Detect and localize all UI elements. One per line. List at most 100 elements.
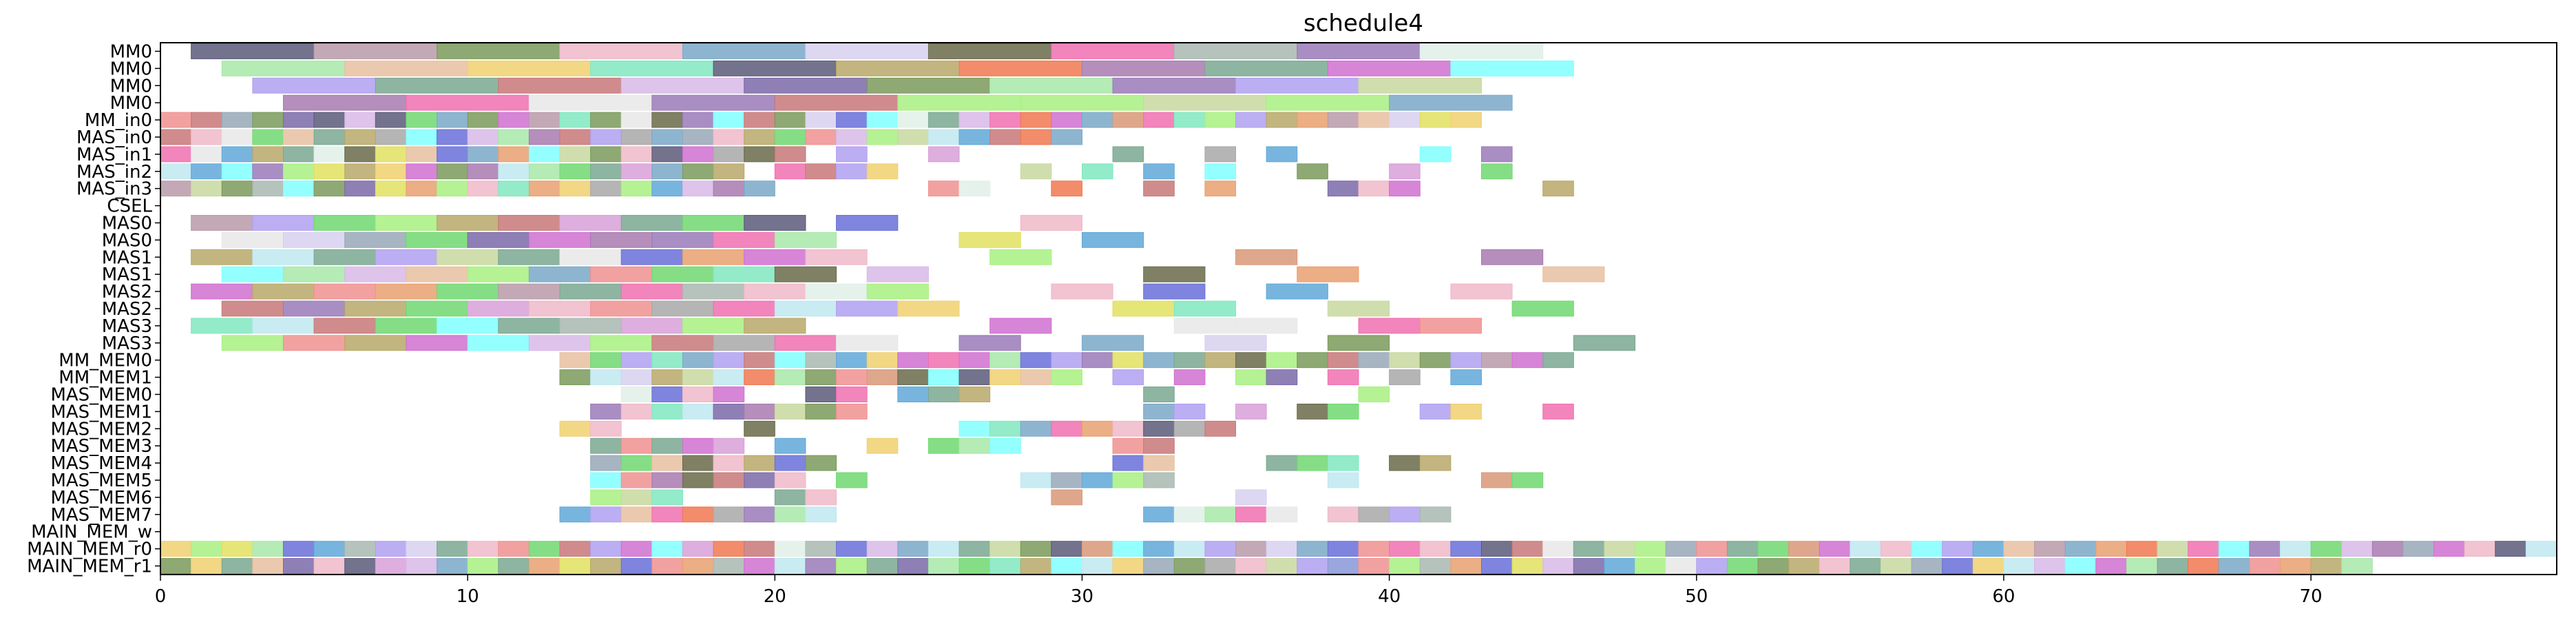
- task-bar: [2218, 541, 2250, 557]
- task-bar: [682, 541, 714, 557]
- task-bar: [191, 541, 222, 557]
- task-bar: [2064, 541, 2097, 557]
- task-bar: [2034, 558, 2066, 575]
- task-bar: [498, 318, 561, 334]
- task-bar: [682, 249, 745, 265]
- task-bar: [1051, 558, 1082, 575]
- task-bar: [1020, 541, 1052, 557]
- task-bar: [651, 506, 683, 523]
- task-bar: [160, 146, 192, 163]
- task-bar: [528, 231, 591, 248]
- task-bar: [1327, 335, 1390, 351]
- task-bar: [1297, 558, 1328, 575]
- task-bar: [2341, 541, 2373, 557]
- task-bar: [713, 506, 745, 523]
- row-label: MAS0: [102, 230, 152, 251]
- row-label: MAS_in0: [76, 127, 152, 148]
- task-bar: [774, 506, 806, 523]
- task-bar: [437, 112, 468, 128]
- task-bar: [682, 215, 745, 231]
- task-bar: [1972, 558, 2004, 575]
- task-bar: [1788, 558, 1820, 575]
- task-bar: [713, 437, 745, 454]
- task-bar: [836, 352, 868, 369]
- task-bar: [590, 180, 622, 197]
- task-bar: [1327, 352, 1359, 369]
- task-bar: [928, 180, 960, 197]
- task-bar: [774, 94, 899, 111]
- task-bar: [744, 369, 775, 386]
- task-bar: [375, 146, 407, 163]
- task-bar: [559, 146, 591, 163]
- row-label: MAIN_MEM_r0: [27, 539, 152, 560]
- task-bar: [2126, 541, 2158, 557]
- task-bar: [1266, 369, 1298, 386]
- task-bar: [713, 129, 745, 145]
- task-bar: [620, 506, 653, 523]
- task-bar: [1081, 352, 1113, 369]
- task-bar: [2249, 558, 2281, 575]
- task-bar: [221, 541, 253, 557]
- task-bar: [1020, 129, 1052, 145]
- task-bar: [559, 369, 591, 386]
- task-bar: [1726, 558, 1759, 575]
- task-bar: [344, 300, 407, 317]
- task-bar: [1112, 558, 1144, 575]
- task-bar: [928, 437, 960, 454]
- task-bar: [1788, 541, 1820, 557]
- task-bar: [375, 558, 407, 575]
- task-bar: [1665, 541, 1697, 557]
- chart-title: schedule4: [1303, 10, 1423, 37]
- task-bar: [836, 146, 868, 163]
- task-bar: [1573, 558, 1605, 575]
- task-bar: [1235, 541, 1267, 557]
- task-bar: [1051, 180, 1082, 197]
- task-bar: [1204, 352, 1237, 369]
- task-bar: [774, 541, 806, 557]
- task-bar: [559, 249, 622, 265]
- task-bar: [528, 335, 591, 351]
- task-bar: [1419, 112, 1452, 128]
- x-tick-label: 50: [1685, 586, 1708, 607]
- task-bar: [1573, 335, 1636, 351]
- task-bar: [559, 112, 591, 128]
- task-bar: [1112, 541, 1144, 557]
- task-bar: [313, 283, 376, 300]
- task-bar: [1358, 541, 1390, 557]
- task-bar: [620, 180, 653, 197]
- task-bar: [1173, 300, 1237, 317]
- row-label: MM_MEM1: [59, 368, 152, 389]
- task-bar: [406, 94, 530, 111]
- task-bar: [559, 420, 591, 437]
- task-bar: [1020, 558, 1052, 575]
- task-bar: [344, 231, 407, 248]
- task-bar: [375, 163, 407, 180]
- task-bar: [928, 386, 960, 402]
- task-bar: [1266, 558, 1298, 575]
- task-bar: [805, 541, 837, 557]
- task-bar: [651, 369, 683, 386]
- task-bar: [1204, 112, 1237, 128]
- task-bar: [1911, 541, 1943, 557]
- task-bar: [2464, 541, 2496, 557]
- task-bar: [2218, 558, 2250, 575]
- task-bar: [1419, 541, 1452, 557]
- task-bar: [191, 163, 222, 180]
- task-bar: [559, 352, 591, 369]
- task-bar: [866, 163, 899, 180]
- task-bar: [620, 386, 653, 402]
- task-bar: [1972, 541, 2004, 557]
- task-bar: [1358, 112, 1390, 128]
- row-label: MAS2: [102, 299, 152, 320]
- task-bar: [989, 352, 1021, 369]
- task-bar: [1020, 94, 1144, 111]
- task-bar: [1081, 558, 1113, 575]
- task-bar: [805, 112, 837, 128]
- task-bar: [713, 60, 837, 76]
- task-bar: [313, 146, 346, 163]
- task-bar: [437, 146, 468, 163]
- task-bar: [1143, 266, 1206, 282]
- task-bar: [282, 163, 315, 180]
- row-label: MAS_MEM1: [50, 402, 152, 422]
